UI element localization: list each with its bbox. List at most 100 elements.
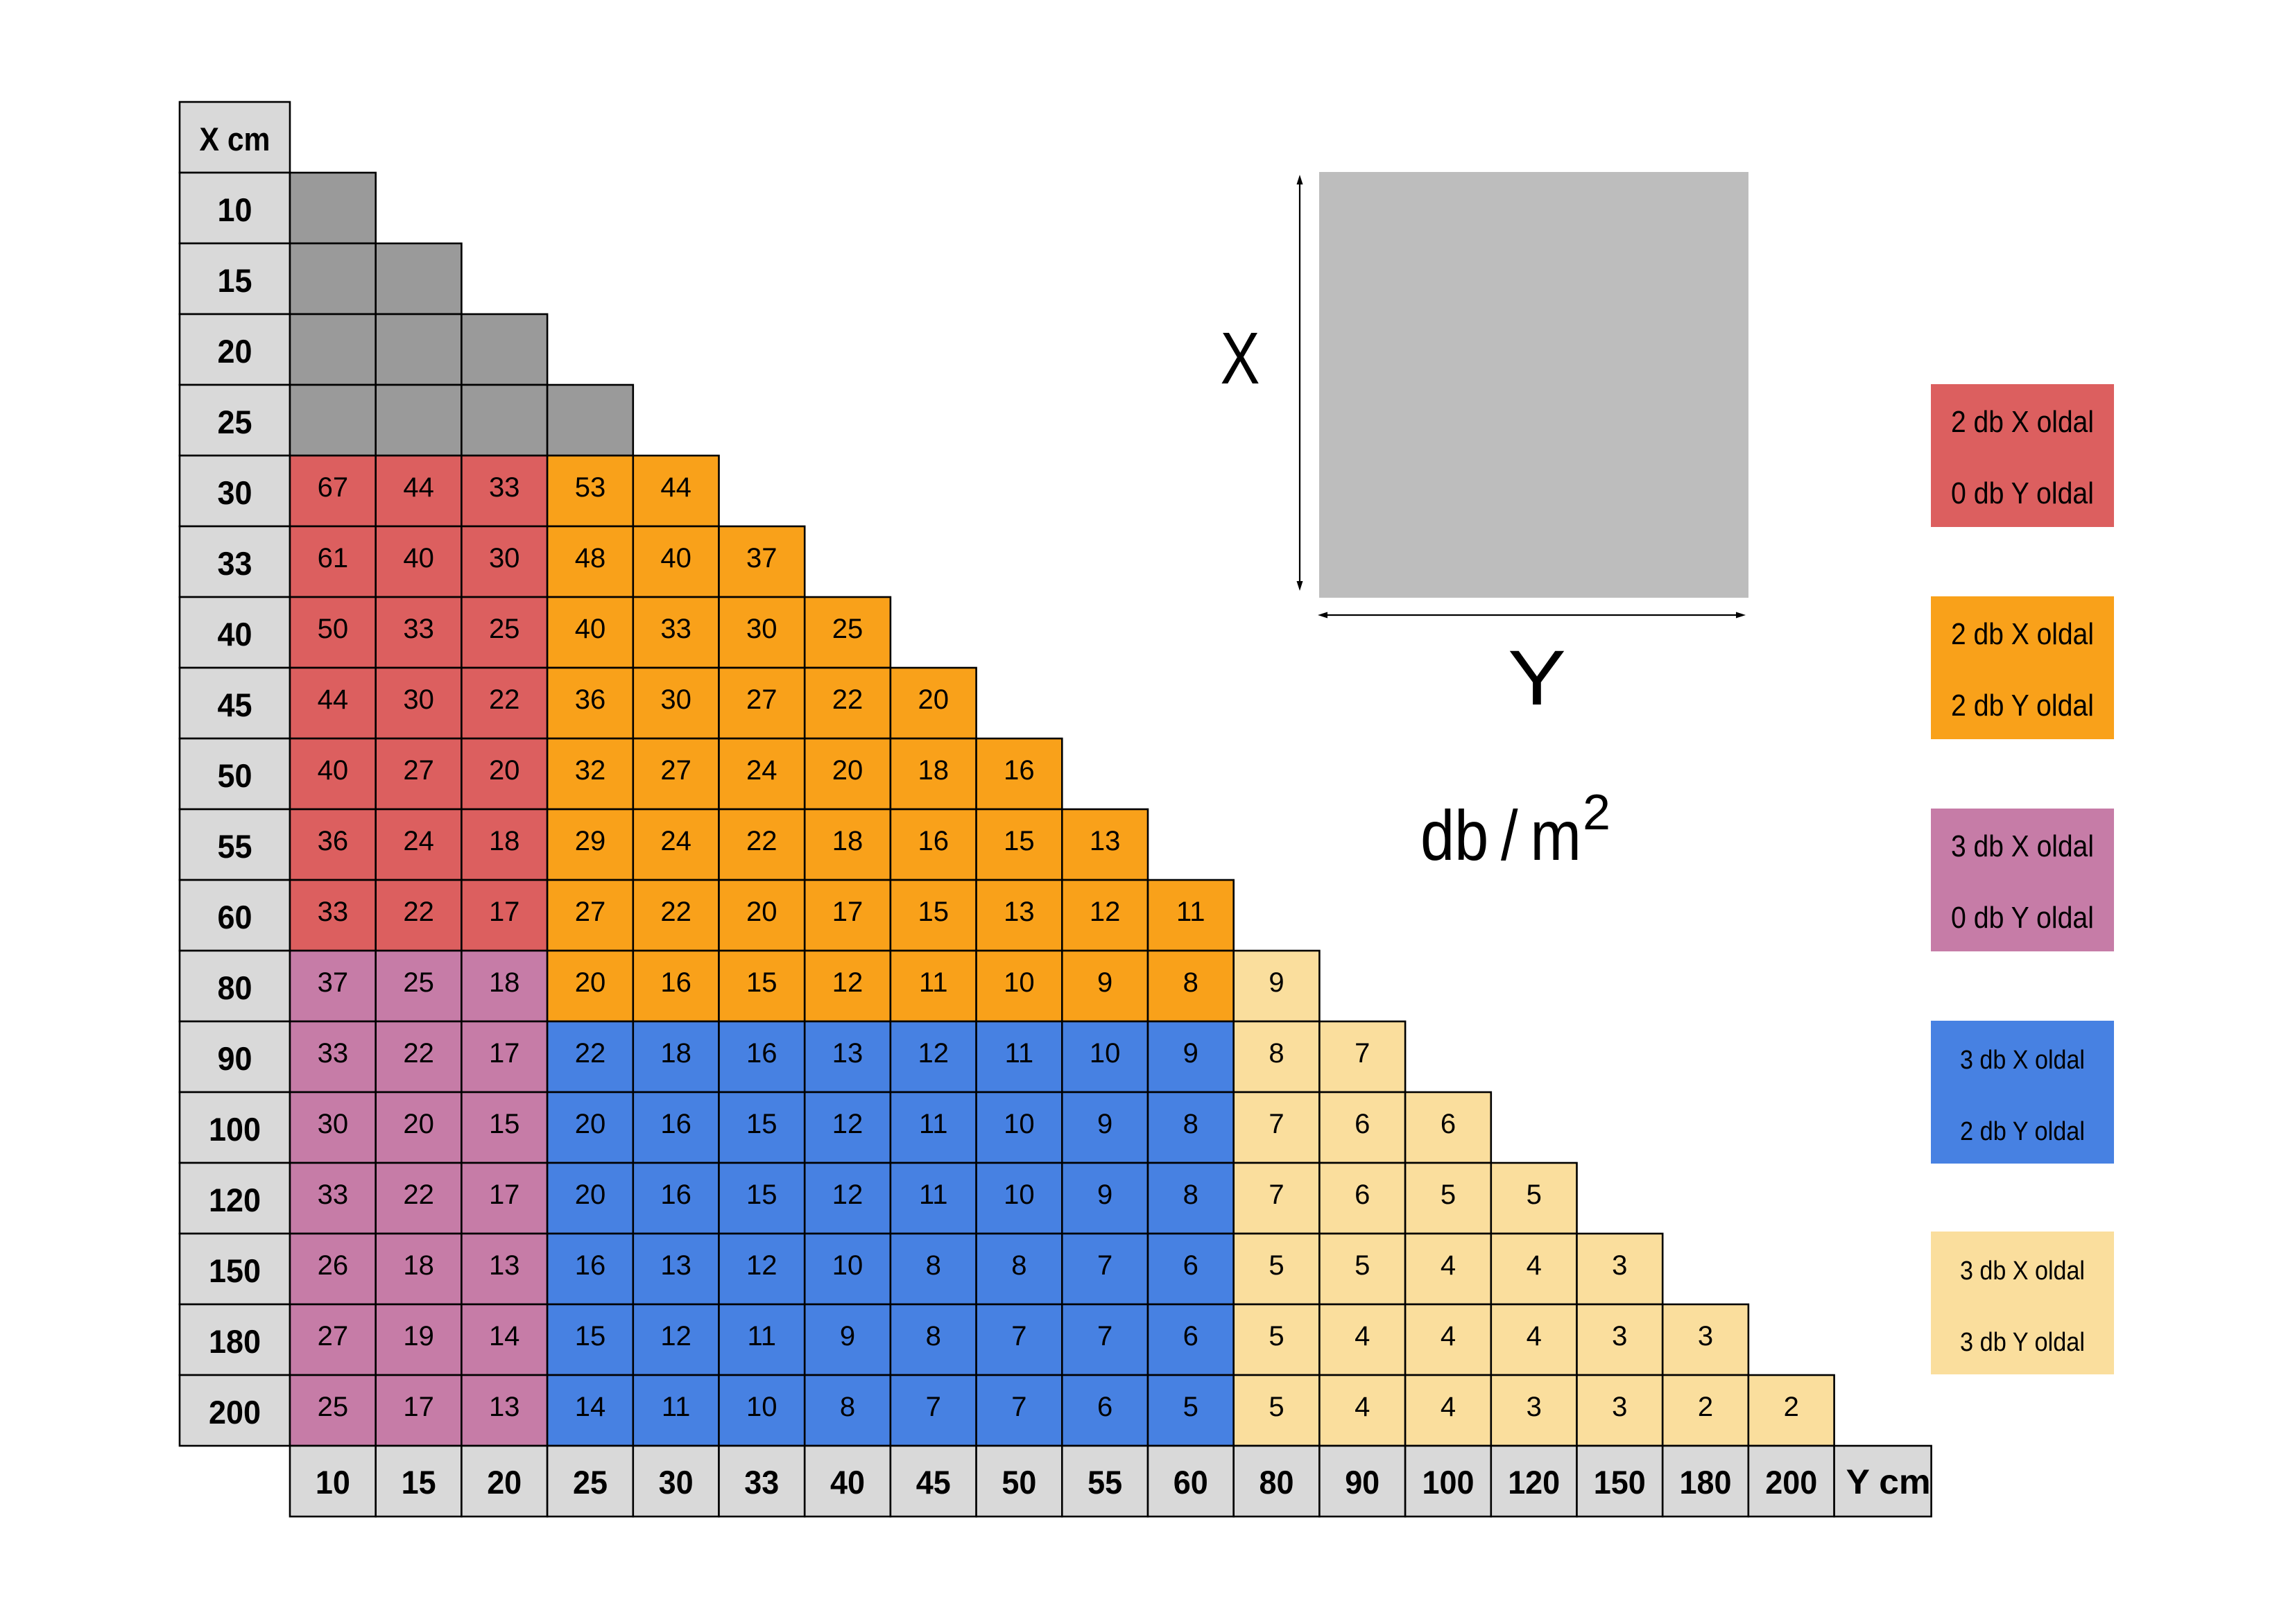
svg-text:9: 9 xyxy=(840,1321,855,1351)
svg-text:26: 26 xyxy=(318,1250,349,1281)
svg-text:8: 8 xyxy=(840,1392,855,1422)
svg-text:25: 25 xyxy=(403,967,434,998)
svg-text:7: 7 xyxy=(926,1392,941,1422)
svg-text:5: 5 xyxy=(1355,1250,1370,1281)
svg-text:14: 14 xyxy=(575,1392,606,1422)
svg-text:3: 3 xyxy=(1612,1392,1627,1422)
svg-text:16: 16 xyxy=(575,1250,606,1281)
svg-text:25: 25 xyxy=(573,1464,608,1501)
svg-text:200: 200 xyxy=(1765,1464,1817,1501)
svg-text:4: 4 xyxy=(1441,1250,1456,1281)
svg-text:16: 16 xyxy=(1004,755,1035,786)
svg-text:19: 19 xyxy=(403,1321,434,1351)
svg-text:0 db Y oldal: 0 db Y oldal xyxy=(1951,476,2094,510)
svg-text:12: 12 xyxy=(660,1321,691,1351)
svg-text:11: 11 xyxy=(919,1180,948,1210)
svg-text:44: 44 xyxy=(660,472,691,503)
svg-text:17: 17 xyxy=(832,897,863,927)
svg-text:24: 24 xyxy=(746,755,777,786)
svg-text:20: 20 xyxy=(218,333,252,370)
svg-text:11: 11 xyxy=(662,1392,691,1422)
svg-text:11: 11 xyxy=(1176,897,1205,927)
svg-text:20: 20 xyxy=(575,1180,606,1210)
svg-text:6: 6 xyxy=(1183,1250,1198,1281)
svg-text:40: 40 xyxy=(830,1464,865,1501)
svg-text:9: 9 xyxy=(1097,967,1112,998)
svg-text:60: 60 xyxy=(218,899,252,935)
svg-text:30: 30 xyxy=(746,614,777,644)
svg-text:15: 15 xyxy=(402,1464,436,1501)
svg-text:33: 33 xyxy=(744,1464,779,1501)
svg-text:3: 3 xyxy=(1698,1321,1713,1351)
svg-text:4: 4 xyxy=(1527,1321,1542,1351)
svg-text:5: 5 xyxy=(1527,1180,1542,1210)
svg-text:60: 60 xyxy=(1174,1464,1208,1501)
svg-text:24: 24 xyxy=(660,826,691,856)
svg-text:33: 33 xyxy=(318,1038,349,1069)
svg-text:8: 8 xyxy=(1183,967,1198,998)
svg-text:12: 12 xyxy=(918,1038,949,1069)
svg-text:15: 15 xyxy=(1004,826,1035,856)
svg-text:9: 9 xyxy=(1269,967,1284,998)
svg-text:3 db Y oldal: 3 db Y oldal xyxy=(1960,1328,2085,1357)
svg-text:13: 13 xyxy=(489,1392,520,1422)
svg-text:15: 15 xyxy=(218,262,252,299)
svg-text:7: 7 xyxy=(1011,1392,1026,1422)
svg-text:15: 15 xyxy=(489,1109,520,1139)
svg-text:4: 4 xyxy=(1441,1392,1456,1422)
svg-text:8: 8 xyxy=(1183,1180,1198,1210)
svg-text:4: 4 xyxy=(1441,1321,1456,1351)
svg-text:22: 22 xyxy=(832,684,863,715)
svg-text:13: 13 xyxy=(832,1038,863,1069)
svg-text:32: 32 xyxy=(575,755,606,786)
svg-text:22: 22 xyxy=(403,1038,434,1069)
svg-text:20: 20 xyxy=(489,755,520,786)
svg-text:9: 9 xyxy=(1097,1109,1112,1139)
svg-text:120: 120 xyxy=(209,1182,261,1218)
svg-text:180: 180 xyxy=(209,1323,261,1360)
svg-text:40: 40 xyxy=(218,616,252,653)
svg-text:36: 36 xyxy=(575,684,606,715)
svg-text:5: 5 xyxy=(1269,1250,1284,1281)
svg-text:3: 3 xyxy=(1527,1392,1542,1422)
svg-text:16: 16 xyxy=(918,826,949,856)
svg-text:100: 100 xyxy=(1422,1464,1475,1501)
svg-text:20: 20 xyxy=(832,755,863,786)
svg-text:24: 24 xyxy=(403,826,434,856)
svg-text:Y: Y xyxy=(1508,634,1566,721)
svg-text:27: 27 xyxy=(746,684,777,715)
svg-text:44: 44 xyxy=(403,472,434,503)
svg-text:11: 11 xyxy=(919,1109,948,1139)
svg-text:Y cm: Y cm xyxy=(1846,1462,1931,1501)
svg-text:15: 15 xyxy=(918,897,949,927)
svg-text:22: 22 xyxy=(489,684,520,715)
svg-text:50: 50 xyxy=(1002,1464,1036,1501)
svg-text:2: 2 xyxy=(1698,1392,1713,1422)
svg-text:17: 17 xyxy=(489,897,520,927)
svg-text:0 db Y oldal: 0 db Y oldal xyxy=(1951,901,2094,935)
svg-text:18: 18 xyxy=(489,826,520,856)
svg-text:22: 22 xyxy=(660,897,691,927)
svg-text:48: 48 xyxy=(575,543,606,573)
svg-text:40: 40 xyxy=(318,755,349,786)
svg-text:2 db Y oldal: 2 db Y oldal xyxy=(1960,1117,2085,1146)
svg-text:37: 37 xyxy=(318,967,349,998)
svg-text:27: 27 xyxy=(575,897,606,927)
svg-text:55: 55 xyxy=(218,828,252,865)
svg-text:25: 25 xyxy=(489,614,520,644)
svg-text:db / m: db / m xyxy=(1420,796,1581,875)
svg-text:150: 150 xyxy=(209,1252,261,1289)
svg-text:10: 10 xyxy=(1090,1038,1121,1069)
svg-text:36: 36 xyxy=(318,826,349,856)
svg-text:33: 33 xyxy=(318,897,349,927)
svg-text:17: 17 xyxy=(489,1180,520,1210)
svg-text:30: 30 xyxy=(403,684,434,715)
svg-text:55: 55 xyxy=(1088,1464,1122,1501)
svg-text:18: 18 xyxy=(918,755,949,786)
svg-text:33: 33 xyxy=(318,1180,349,1210)
svg-text:30: 30 xyxy=(218,474,252,511)
svg-text:17: 17 xyxy=(489,1038,520,1069)
svg-text:30: 30 xyxy=(318,1109,349,1139)
svg-text:3 db X oldal: 3 db X oldal xyxy=(1951,829,2094,863)
svg-text:9: 9 xyxy=(1183,1038,1198,1069)
